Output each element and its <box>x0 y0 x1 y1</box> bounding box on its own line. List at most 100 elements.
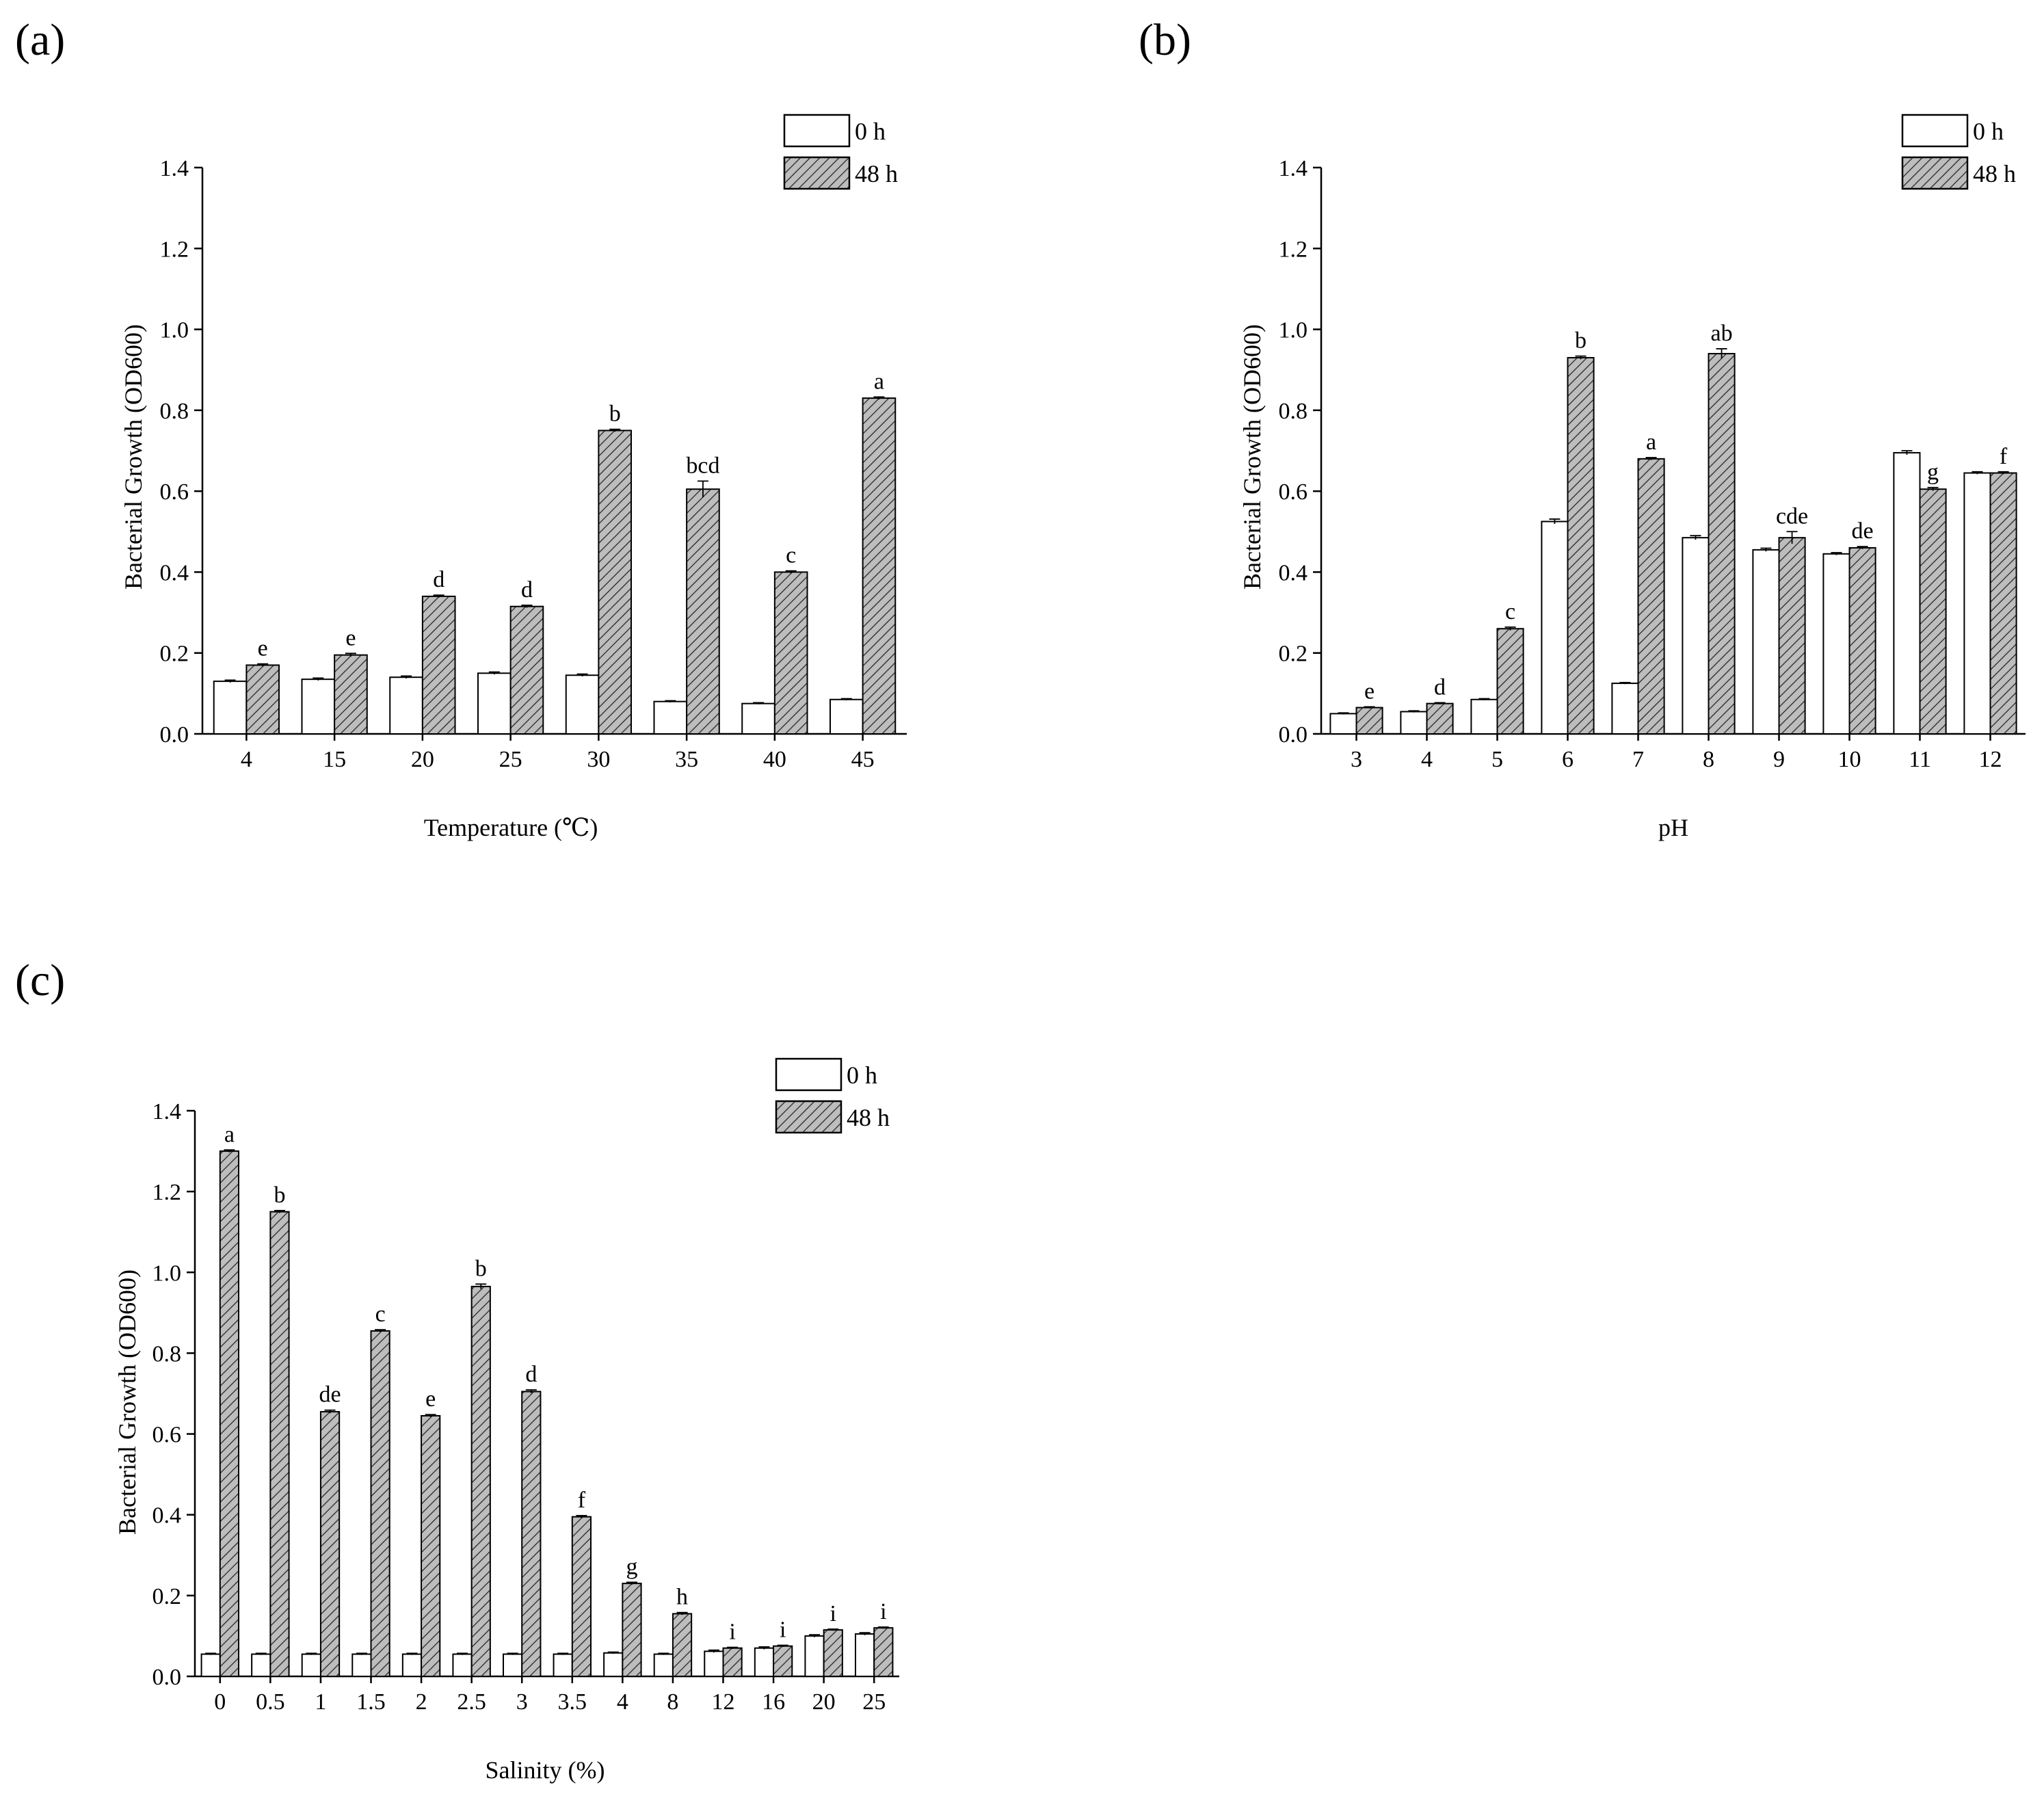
bar-48h-c <box>823 1629 843 1678</box>
significance-label-b: de <box>1852 518 1874 544</box>
significance-label-b: c <box>1505 599 1515 624</box>
legend-swatch-0h-a <box>783 114 851 148</box>
bar-48h-a <box>245 664 280 735</box>
panel-a: (a) 0.0 0.2 0.4 0.6 0.8 1.0 1.2 1.4 e 4 e 15 d 20 d 25 b… <box>15 15 907 841</box>
significance-label-b: cde <box>1776 503 1808 529</box>
y-axis-title-c: Bacterial Growth (OD600) <box>114 1269 141 1535</box>
bar-0h-c <box>251 1653 271 1678</box>
significance-label-c: f <box>578 1488 586 1513</box>
panel-b: (b) 0.0 0.2 0.4 0.6 0.8 1.0 1.2 1.4 e 3 d 4 c 5 b 6 a 7 ab… <box>1139 15 2026 841</box>
x-tick-label-c: 0.5 <box>256 1689 285 1715</box>
significance-label-b: a <box>1646 430 1656 455</box>
bar-48h-b <box>1989 472 2017 735</box>
bar-0h-b <box>1400 711 1428 735</box>
bar-0h-c <box>553 1653 573 1678</box>
legend-swatch-48h-a <box>783 156 851 190</box>
legend-swatch-48h-b <box>1901 156 1969 190</box>
bar-48h-b <box>1426 702 1454 735</box>
significance-label-c: e <box>425 1386 436 1412</box>
y-axis-title-a: Bacterial Growth (OD600) <box>120 324 147 590</box>
bar-0h-a <box>565 674 600 735</box>
bar-48h-b <box>1848 546 1876 735</box>
significance-label-b: ab <box>1711 321 1733 346</box>
y-tick-label-a: 1.0 <box>160 318 189 343</box>
bar-48h-b <box>1919 488 1947 735</box>
y-tick-label-c: 1.4 <box>152 1099 182 1124</box>
panel-c: (c) 0.00.20.40.60.81.01.21.4a0b0.5de1c1.… <box>15 955 899 1784</box>
x-tick-label-b: 12 <box>1979 747 2002 772</box>
significance-label-c: b <box>274 1183 285 1208</box>
x-axis-title-b: pH <box>1658 814 1688 841</box>
bar-0h-c <box>804 1635 825 1677</box>
significance-label-c: c <box>375 1302 386 1327</box>
x-tick-label-a: 4 <box>241 747 252 772</box>
bar-48h-b <box>1708 353 1736 735</box>
y-tick-label-b: 1.4 <box>1279 156 1308 181</box>
x-tick-label-b: 10 <box>1838 747 1861 772</box>
y-tick-label-c: 0.0 <box>152 1665 182 1690</box>
y-tick-label-b: 1.2 <box>1279 237 1308 262</box>
bar-48h-c <box>773 1645 793 1678</box>
significance-label-b: g <box>1927 460 1939 485</box>
x-tick-label-a: 40 <box>763 747 786 772</box>
legend-label-48h-c: 48 h <box>847 1104 890 1131</box>
bar-48h-b <box>1778 537 1806 735</box>
significance-label-b: e <box>1364 678 1375 704</box>
bar-0h-b <box>1682 537 1710 735</box>
y-tick-label-a: 1.4 <box>160 156 189 181</box>
significance-label-a: d <box>521 577 533 603</box>
bar-0h-b <box>1541 520 1569 735</box>
legend-label-48h-b: 48 h <box>1973 160 2016 187</box>
x-tick-label-b: 4 <box>1421 747 1433 772</box>
significance-label-c: b <box>475 1256 487 1281</box>
significance-label-a: b <box>609 401 621 427</box>
bar-0h-a <box>741 702 775 735</box>
bar-0h-c <box>704 1650 724 1678</box>
x-tick-label-a: 35 <box>675 747 698 772</box>
bar-0h-c <box>653 1653 674 1678</box>
significance-label-c: i <box>880 1599 886 1624</box>
y-tick-label-c: 0.4 <box>152 1503 182 1529</box>
x-tick-label-a: 25 <box>499 747 522 772</box>
x-tick-label-a: 30 <box>587 747 610 772</box>
x-tick-label-c: 16 <box>762 1689 785 1715</box>
y-tick-label-c: 1.0 <box>152 1261 182 1286</box>
plot-area-c: 0.0 0.2 0.4 0.6 0.8 1.0 1.2 1.4 a 0 b 0.5 de 1 c 1.5 e 2 b… <box>152 1099 899 1715</box>
bar-0h-b <box>1752 549 1780 735</box>
panel-label-a: (a) <box>15 15 65 65</box>
bar-48h-c <box>421 1414 441 1677</box>
legend-a: 0 h 48 h <box>783 114 898 190</box>
bar-0h-c <box>200 1653 221 1678</box>
significance-label-b: b <box>1575 328 1587 354</box>
x-tick-label-c: 2.5 <box>457 1689 486 1715</box>
panel-label-b: (b) <box>1139 15 1191 65</box>
bar-0h-b <box>1822 553 1850 735</box>
bar-48h-b <box>1567 356 1595 735</box>
bar-48h-c <box>470 1285 491 1677</box>
x-tick-label-b: 7 <box>1632 747 1644 772</box>
bar-48h-b <box>1637 458 1665 735</box>
significance-label-a: bcd <box>686 453 719 478</box>
x-tick-label-c: 12 <box>712 1689 735 1715</box>
bar-48h-c <box>269 1211 290 1677</box>
x-tick-label-c: 1 <box>315 1689 326 1715</box>
bar-0h-c <box>401 1653 423 1678</box>
panel-label-c: (c) <box>15 955 65 1005</box>
x-tick-label-c: 3.5 <box>558 1689 587 1715</box>
bar-0h-a <box>213 681 248 735</box>
bar-48h-b <box>1355 707 1383 735</box>
y-tick-label-c: 0.2 <box>152 1584 182 1609</box>
x-tick-label-a: 45 <box>851 747 875 772</box>
x-tick-label-c: 4 <box>617 1689 628 1715</box>
significance-label-c: g <box>626 1554 637 1579</box>
bar-0h-b <box>1893 451 1921 735</box>
legend-b: 0 h 48 h <box>1901 114 2016 190</box>
significance-label-b: f <box>2000 444 2008 469</box>
legend-swatch-48h-c <box>775 1100 842 1134</box>
x-tick-label-c: 25 <box>862 1689 886 1715</box>
significance-label-c: i <box>780 1618 786 1643</box>
legend-label-0h-b: 0 h <box>1973 118 2004 145</box>
bar-48h-a <box>421 595 456 735</box>
bar-48h-c <box>571 1516 592 1678</box>
